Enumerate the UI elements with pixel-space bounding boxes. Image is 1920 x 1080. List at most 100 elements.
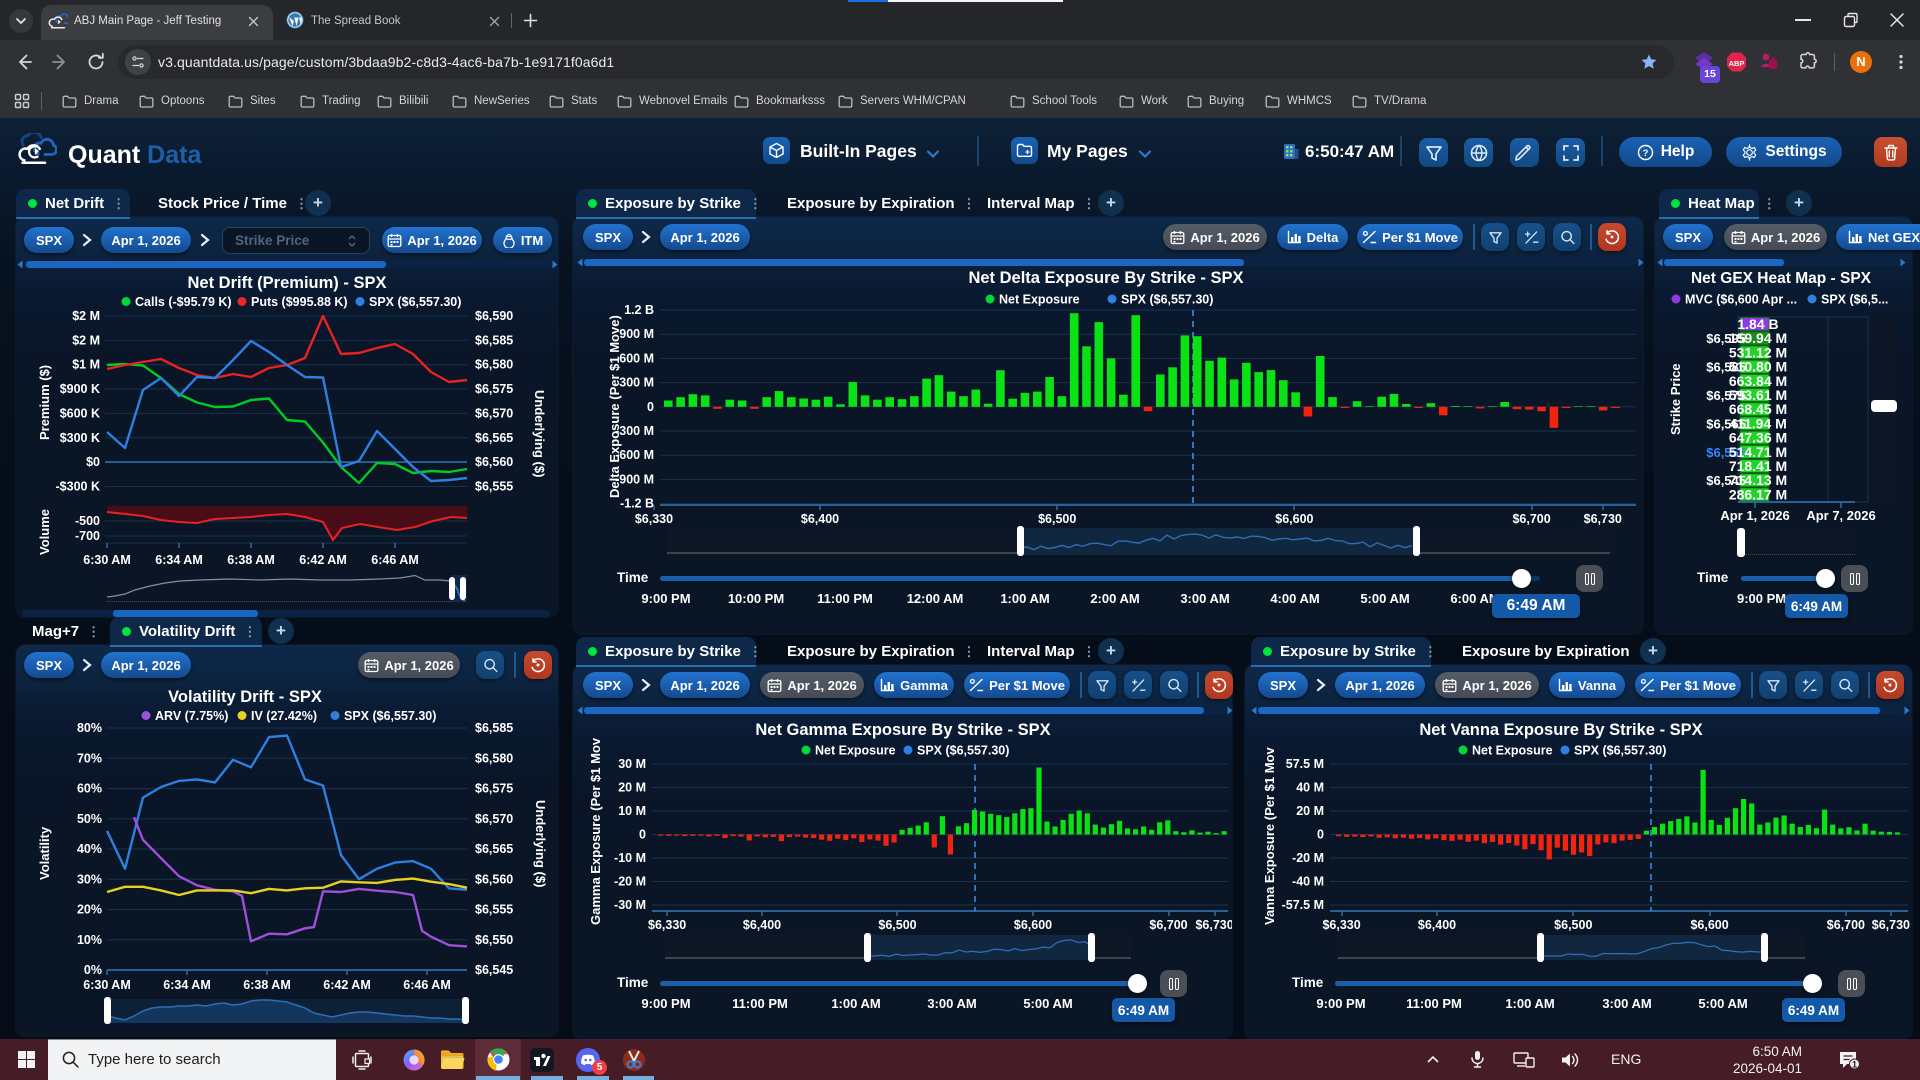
svg-text:20%: 20%: [77, 903, 102, 917]
svg-text:SPX ($6,557.30): SPX ($6,557.30): [369, 295, 461, 309]
svg-text:Volatility Drift - SPX: Volatility Drift - SPX: [168, 688, 322, 706]
svg-text:$6,580: $6,580: [475, 751, 513, 765]
svg-text:$900 K: $900 K: [60, 382, 100, 396]
svg-text:40 M: 40 M: [1296, 781, 1324, 795]
svg-text:411.94 M: 411.94 M: [1729, 415, 1787, 431]
svg-text:$6,555: $6,555: [1706, 445, 1746, 460]
svg-text:$6,330: $6,330: [1322, 918, 1360, 932]
svg-text:$6,565: $6,565: [475, 431, 513, 445]
svg-text:663.84 M: 663.84 M: [1729, 373, 1787, 389]
svg-text:6:38 AM: 6:38 AM: [243, 978, 290, 992]
svg-text:$6,570: $6,570: [475, 406, 513, 420]
svg-text:$6,500: $6,500: [878, 918, 916, 932]
svg-text:300 M: 300 M: [619, 376, 654, 390]
svg-text:-20 M: -20 M: [614, 875, 646, 889]
svg-text:20 M: 20 M: [618, 781, 646, 795]
svg-text:10%: 10%: [77, 933, 102, 947]
svg-text:SPX ($6,557.30): SPX ($6,557.30): [344, 709, 436, 723]
svg-text:-$300 K: -$300 K: [56, 479, 100, 493]
svg-text:-500: -500: [75, 514, 100, 528]
svg-text:531.12 M: 531.12 M: [1729, 344, 1787, 360]
svg-text:-700: -700: [75, 529, 100, 543]
svg-text:$6,575: $6,575: [475, 382, 513, 396]
svg-text:57.5 M: 57.5 M: [1286, 757, 1324, 771]
svg-text:-57.5 M: -57.5 M: [1282, 898, 1324, 912]
svg-text:$6,585: $6,585: [1706, 360, 1746, 375]
svg-text:$6,730: $6,730: [1872, 918, 1910, 932]
svg-text:SPX ($6,557.30): SPX ($6,557.30): [917, 744, 1009, 758]
svg-text:-300 M: -300 M: [615, 424, 654, 438]
svg-text:$6,565: $6,565: [475, 842, 513, 856]
svg-text:$6,600: $6,600: [1275, 512, 1313, 526]
svg-text:-40 M: -40 M: [1292, 875, 1324, 889]
svg-text:80%: 80%: [77, 721, 102, 735]
svg-text:$2 M: $2 M: [72, 309, 100, 323]
svg-text:1.2 B: 1.2 B: [624, 303, 654, 317]
svg-text:1: 1: [1852, 1059, 1857, 1069]
svg-text:30%: 30%: [77, 872, 102, 886]
svg-text:$6,545: $6,545: [1706, 473, 1746, 488]
svg-text:Net Exposure: Net Exposure: [815, 744, 896, 758]
svg-text:6:42 AM: 6:42 AM: [299, 553, 346, 567]
svg-text:40%: 40%: [77, 842, 102, 856]
svg-text:60%: 60%: [77, 782, 102, 796]
svg-text:$6,570: $6,570: [475, 812, 513, 826]
svg-text:$6,555: $6,555: [475, 479, 513, 493]
svg-text:6:34 AM: 6:34 AM: [163, 978, 210, 992]
svg-text:$6,585: $6,585: [475, 721, 513, 735]
svg-text:?: ?: [1642, 148, 1648, 159]
svg-text:50%: 50%: [77, 812, 102, 826]
svg-text:Net Exposure: Net Exposure: [999, 293, 1080, 307]
svg-text:$6,330: $6,330: [635, 512, 673, 526]
svg-text:900 M: 900 M: [619, 327, 654, 341]
svg-text:714.13 M: 714.13 M: [1729, 472, 1787, 488]
svg-text:600 M: 600 M: [619, 351, 654, 365]
svg-text:$6,330: $6,330: [648, 918, 686, 932]
svg-text:Net Exposure: Net Exposure: [1472, 744, 1553, 758]
svg-text:$6,595: $6,595: [1706, 331, 1746, 346]
svg-text:Puts ($995.88 K): Puts ($995.88 K): [251, 295, 348, 309]
svg-text:$6,555: $6,555: [475, 903, 513, 917]
svg-text:$1 M: $1 M: [72, 358, 100, 372]
svg-text:$600 K: $600 K: [60, 406, 100, 420]
svg-text:$6,400: $6,400: [801, 512, 839, 526]
svg-text:$6,500: $6,500: [1038, 512, 1076, 526]
svg-text:-600 M: -600 M: [615, 448, 654, 462]
svg-text:6:46 AM: 6:46 AM: [403, 978, 450, 992]
svg-text:ARV (7.75%): ARV (7.75%): [155, 709, 228, 723]
svg-text:$2 M: $2 M: [72, 333, 100, 347]
svg-text:$6,500: $6,500: [1554, 918, 1592, 932]
svg-text:0: 0: [1317, 828, 1324, 842]
svg-text:6:30 AM: 6:30 AM: [83, 978, 130, 992]
svg-text:$6,575: $6,575: [1706, 388, 1746, 403]
svg-text:718.41 M: 718.41 M: [1729, 458, 1787, 474]
svg-text:30 M: 30 M: [618, 757, 646, 771]
svg-text:-20 M: -20 M: [1292, 851, 1324, 865]
svg-text:SPX ($6,557.30): SPX ($6,557.30): [1574, 744, 1666, 758]
svg-text:$6,580: $6,580: [475, 358, 513, 372]
svg-text:$6,550: $6,550: [475, 933, 513, 947]
svg-text:Calls (-$95.79 K): Calls (-$95.79 K): [135, 295, 232, 309]
svg-text:70%: 70%: [77, 751, 102, 765]
svg-text:$6,730: $6,730: [1195, 918, 1232, 932]
svg-text:$6,560: $6,560: [475, 872, 513, 886]
svg-text:$6,575: $6,575: [475, 782, 513, 796]
svg-text:-30 M: -30 M: [614, 898, 646, 912]
svg-text:SPX ($6,557.30): SPX ($6,557.30): [1121, 293, 1213, 307]
svg-text:$300 K: $300 K: [60, 431, 100, 445]
svg-text:6:30 AM: 6:30 AM: [83, 553, 130, 567]
svg-text:Apr 1, 2026: Apr 1, 2026: [1720, 508, 1789, 523]
svg-text:$6,585: $6,585: [475, 333, 513, 347]
svg-text:647.36 M: 647.36 M: [1729, 430, 1787, 446]
svg-text:$6,590: $6,590: [475, 309, 513, 323]
svg-text:0%: 0%: [84, 963, 102, 977]
svg-text:1.84 B: 1.84 B: [1737, 316, 1778, 332]
svg-text:510.80 M: 510.80 M: [1729, 359, 1787, 375]
svg-text:Net GEX Heat Map - SPX: Net GEX Heat Map - SPX: [1691, 270, 1872, 287]
svg-text:$6,700: $6,700: [1512, 512, 1550, 526]
svg-text:$6,560: $6,560: [475, 455, 513, 469]
svg-text:SPX ($6,5...: SPX ($6,5...: [1821, 293, 1888, 307]
svg-text:514.71 M: 514.71 M: [1729, 444, 1787, 460]
svg-text:IV (27.42%): IV (27.42%): [251, 709, 317, 723]
svg-text:$6,700: $6,700: [1149, 918, 1187, 932]
